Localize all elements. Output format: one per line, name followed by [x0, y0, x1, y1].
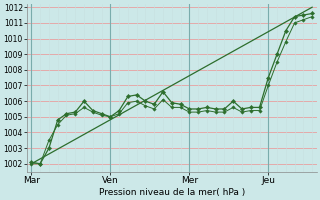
X-axis label: Pression niveau de la mer( hPa ): Pression niveau de la mer( hPa ) — [99, 188, 245, 197]
